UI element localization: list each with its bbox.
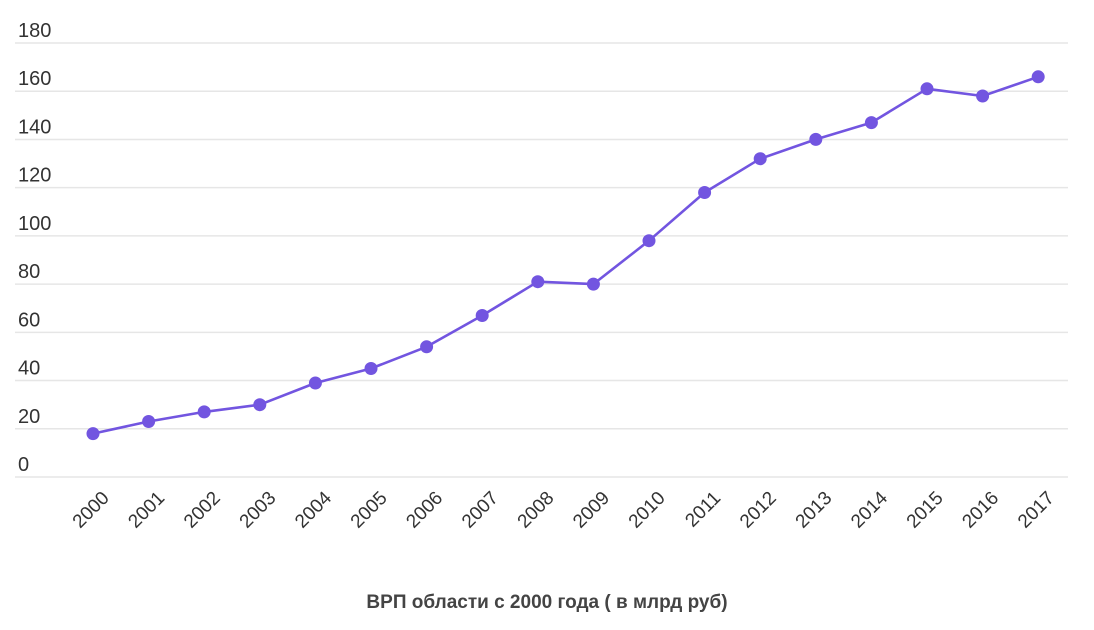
x-tick-label: 2006 <box>402 488 447 533</box>
data-point-2015[interactable] <box>920 82 934 96</box>
chart-caption: ВРП области с 2000 года ( в млрд руб) <box>366 592 728 613</box>
data-point-2014[interactable] <box>864 116 878 130</box>
y-tick-label: 80 <box>18 261 40 283</box>
x-tick-label: 2012 <box>736 488 781 533</box>
x-tick-label: 2000 <box>69 488 114 533</box>
data-point-2005[interactable] <box>364 362 378 375</box>
x-tick-label: 2008 <box>514 488 559 533</box>
data-point-2006[interactable] <box>420 340 434 354</box>
data-point-2016[interactable] <box>976 89 990 103</box>
gridlines <box>15 42 1068 478</box>
x-tick-label: 2007 <box>458 488 503 533</box>
y-tick-label: 140 <box>18 116 51 138</box>
x-tick-label: 2011 <box>681 488 725 532</box>
series-line <box>91 75 1040 435</box>
x-tick-label: 2002 <box>180 488 225 533</box>
data-point-2008[interactable] <box>531 275 545 289</box>
y-tick-label: 40 <box>18 358 40 380</box>
x-axis-tick-labels: 2000 2001 2002 2003 2004 2005 2006 2007 2008 2009… <box>69 487 1059 532</box>
data-point-2012[interactable] <box>753 152 767 166</box>
data-point-2004[interactable] <box>308 376 322 390</box>
y-axis-tick-labels: 0 20 40 60 80 100 120 140 160 180 <box>18 20 51 476</box>
x-tick-label: 2001 <box>124 488 169 533</box>
y-tick-label: 0 <box>18 454 29 476</box>
data-point-2000[interactable] <box>86 427 100 441</box>
y-tick-label: 100 <box>18 213 51 235</box>
y-tick-label: 160 <box>18 68 51 90</box>
x-tick-label: 2003 <box>236 488 281 533</box>
x-tick-label: 2015 <box>903 488 948 533</box>
data-point-2009[interactable] <box>586 277 600 291</box>
x-tick-label: 2005 <box>347 488 392 533</box>
y-tick-label: 20 <box>18 406 40 428</box>
x-tick-label: 2013 <box>792 488 837 533</box>
data-point-2010[interactable] <box>642 234 656 248</box>
data-point-2011[interactable] <box>698 186 712 199</box>
x-tick-label: 2014 <box>847 487 892 532</box>
data-point-2001[interactable] <box>142 415 156 428</box>
y-tick-label: 120 <box>18 165 51 187</box>
x-tick-label: 2016 <box>958 488 1003 533</box>
x-tick-label: 2009 <box>569 488 614 533</box>
y-tick-label: 180 <box>18 20 51 42</box>
y-tick-label: 60 <box>18 309 40 331</box>
series <box>86 70 1045 441</box>
data-point-2002[interactable] <box>197 405 211 419</box>
x-tick-label: 2017 <box>1014 488 1059 533</box>
x-tick-label: 2004 <box>291 487 336 532</box>
data-point-2013[interactable] <box>809 132 823 146</box>
data-point-2003[interactable] <box>253 398 267 412</box>
data-point-2017[interactable] <box>1031 70 1045 84</box>
x-tick-label: 2010 <box>625 488 670 533</box>
data-point-2007[interactable] <box>475 309 489 322</box>
